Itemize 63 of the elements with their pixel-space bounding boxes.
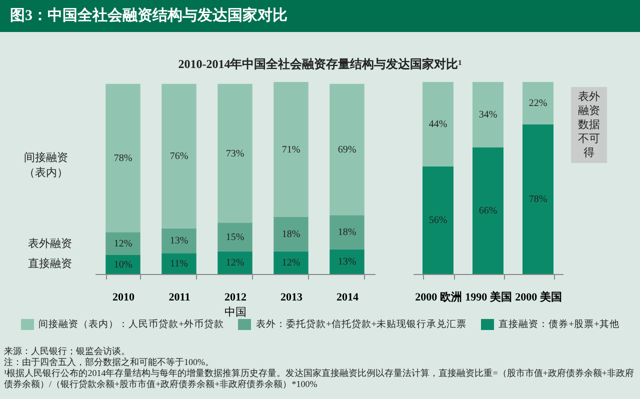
data-label: 13% xyxy=(338,256,356,268)
chart-subtitle: 2010-2014年中国全社会融资存量结构与发达国家对比¹ xyxy=(177,56,463,73)
x-tick-label: 1990 美国 xyxy=(465,290,512,304)
x-tick-label: 2014 xyxy=(336,292,359,304)
bar xyxy=(330,84,364,216)
bar xyxy=(106,254,140,274)
bar xyxy=(162,253,196,274)
source-note: 来源：人民银行；银监会访谈。 xyxy=(4,346,131,357)
bar xyxy=(422,82,454,166)
text: 表外融资 xyxy=(27,236,73,251)
data-label: 18% xyxy=(282,229,300,240)
data-label: 22% xyxy=(528,98,548,110)
x-axis-title: 中国 xyxy=(224,306,246,318)
data-label: 12% xyxy=(226,258,244,269)
x-tick-label: 2013 xyxy=(280,292,303,304)
legend-label: 表外：委托贷款+信托贷款+未贴现银行承兑汇票 xyxy=(256,318,467,331)
bar xyxy=(472,82,504,148)
bar xyxy=(218,222,252,252)
data-label: 10% xyxy=(114,259,132,270)
data-label: 34% xyxy=(478,110,498,121)
data-label: 76% xyxy=(170,151,188,162)
data-label: 12% xyxy=(282,258,300,269)
x-tick-label: 2000 欧洲 xyxy=(415,290,462,304)
chart-title: 图3：中国全社会融资结构与发达国家对比 xyxy=(0,0,640,32)
legend-label: 间接融资（表内）：人民币贷款+外币贷款 xyxy=(38,318,224,331)
legend-label: 直接融资：债券+股票+其他 xyxy=(498,318,620,331)
bar xyxy=(422,166,454,274)
data-label: 18% xyxy=(338,227,356,238)
data-label: 73% xyxy=(226,148,244,160)
text: 注：由于四舍五入，部分数据之和可能不等于100%。 xyxy=(4,357,215,368)
bar xyxy=(472,147,504,274)
bar xyxy=(162,228,196,254)
text: 间接融资（表内） xyxy=(23,150,69,180)
bar xyxy=(106,84,140,232)
text: 直接融资 xyxy=(27,256,73,272)
bar xyxy=(330,249,364,274)
x-tick-label: 2000 美国 xyxy=(515,290,562,304)
data-label: 44% xyxy=(428,119,448,130)
text: 表外融资数据不可得 xyxy=(571,87,607,163)
x-tick-label: 2010 xyxy=(112,292,135,304)
data-label: 11% xyxy=(170,258,188,270)
data-label: 13% xyxy=(170,236,188,247)
bar xyxy=(274,82,308,217)
data-label: 78% xyxy=(528,194,548,206)
text: ¹根据人民银行公布的2014年存量结构与每年的增量数据推算历史存量。发达国家直接融资比例以存量法计算，直接融资比重=（股市市值+政府债券余额+非政府债券余额）/（银行贷款余额+股市市值+政府债券余额+非政府债券余额）*100% xyxy=(4,368,635,390)
bar xyxy=(162,84,196,228)
data-label: 12% xyxy=(114,238,132,250)
bar xyxy=(330,215,364,250)
bar xyxy=(274,251,308,274)
data-label: 69% xyxy=(338,144,356,156)
data-label: 66% xyxy=(478,206,498,217)
x-tick-label: 2011 xyxy=(168,292,190,304)
data-label: 78% xyxy=(114,153,132,164)
bar xyxy=(106,232,140,255)
x-tick-label: 2012 xyxy=(224,292,247,304)
bar xyxy=(218,84,252,223)
bar xyxy=(218,251,252,274)
data-label: 56% xyxy=(428,215,448,226)
bar xyxy=(522,124,554,274)
bar xyxy=(522,82,554,124)
bar xyxy=(274,216,308,252)
data-label: 71% xyxy=(282,144,300,156)
data-label: 15% xyxy=(226,232,244,243)
